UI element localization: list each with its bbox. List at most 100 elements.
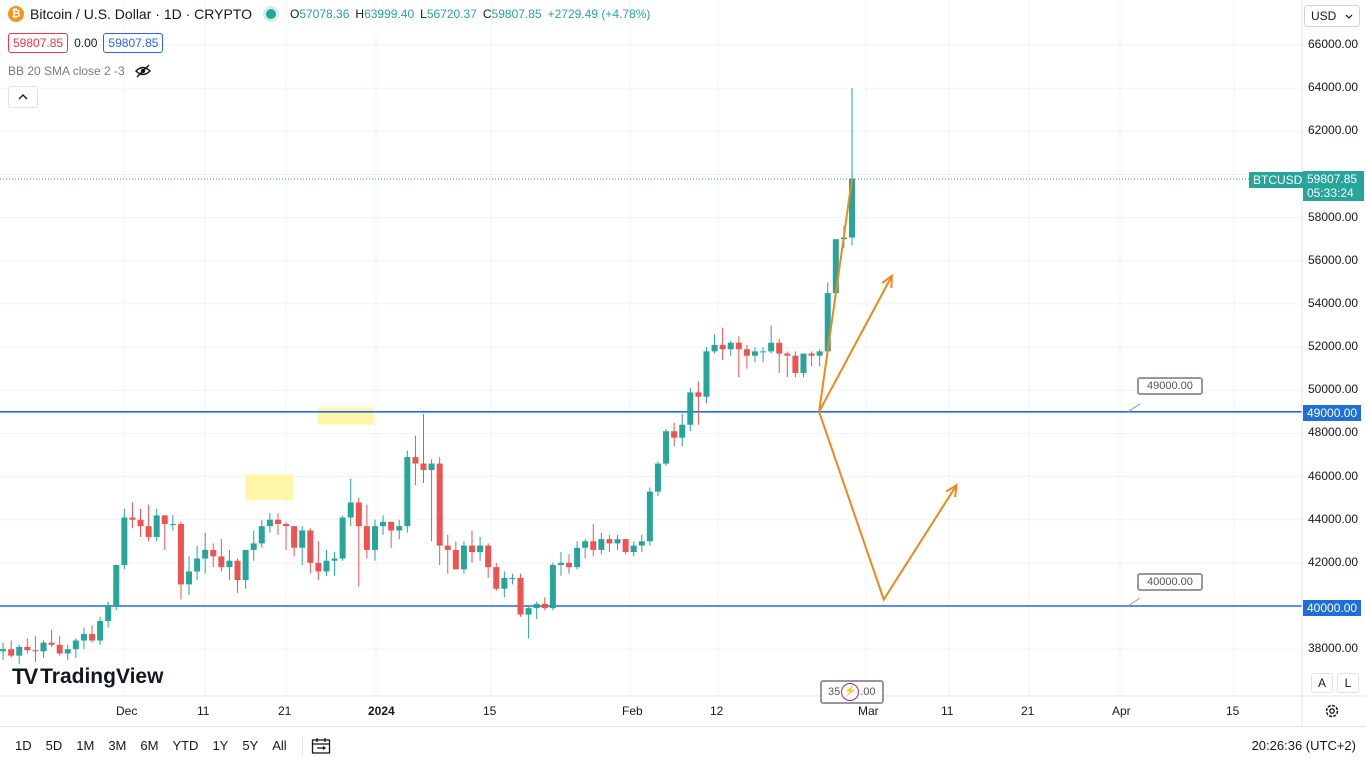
candle-body — [347, 502, 354, 518]
timeframe-5d[interactable]: 5D — [45, 738, 63, 753]
timeframe-ytd[interactable]: YTD — [172, 738, 199, 753]
candle-body — [663, 431, 670, 464]
timeframe-all[interactable]: All — [272, 738, 287, 753]
time-axis-label: 21 — [278, 704, 292, 718]
ohlc-values: O57078.36 H63999.40 L56720.37 C59807.85 … — [289, 7, 651, 21]
candle-body — [485, 545, 492, 568]
candle-body — [202, 549, 209, 559]
projection-lines[interactable] — [818, 178, 958, 602]
symbol-price-tag: BTCUSD — [1249, 172, 1307, 188]
clock-timezone[interactable]: 20:26:36 (UTC+2) — [1251, 738, 1356, 753]
candle-body — [776, 342, 783, 354]
tradingview-logo-text: TradingView — [40, 665, 164, 688]
highlight-zone — [245, 474, 294, 501]
candle-body — [622, 539, 629, 553]
candle-body — [186, 571, 193, 585]
candle-body — [792, 355, 799, 373]
hidden-price-label-head: 35 — [828, 686, 841, 698]
candle-body — [194, 558, 201, 572]
candle-body — [719, 344, 726, 350]
candle-body — [735, 342, 742, 350]
candle-body — [760, 351, 767, 353]
candle-body — [113, 565, 120, 606]
candle-body — [0, 649, 7, 652]
indicator-label[interactable]: BB 20 SMA close 2 -3 — [8, 64, 125, 78]
candle-body — [582, 541, 589, 548]
candle-body — [129, 517, 136, 520]
candle-body — [590, 541, 597, 550]
timeframe-3m[interactable]: 3M — [108, 738, 127, 753]
timeframe-1m[interactable]: 1M — [76, 738, 95, 753]
candle-body — [824, 293, 831, 352]
timeframe-5y[interactable]: 5Y — [242, 738, 259, 753]
candle-body — [161, 515, 168, 525]
calendar-range-icon[interactable] — [311, 737, 331, 755]
market-status-icon[interactable] — [265, 9, 276, 19]
trade-buttons: 59807.85 0.00 59807.85 — [8, 33, 164, 53]
candle-body — [598, 539, 605, 550]
price-axis-label: 38000.00 — [1308, 641, 1359, 656]
toolbar-divider — [301, 735, 303, 756]
candle-body — [380, 521, 387, 527]
currency-select[interactable]: USD — [1304, 5, 1360, 27]
level-49000-tag: 49000.00 — [1303, 405, 1362, 421]
candle-body — [145, 526, 152, 537]
indicator-legend[interactable]: BB 20 SMA close 2 -3 — [8, 64, 151, 78]
candle-body — [177, 524, 184, 585]
candle-body — [396, 526, 403, 531]
time-axis-label: Feb — [622, 704, 643, 718]
callout-pointer — [1127, 597, 1141, 607]
auto-scale-button[interactable]: A — [1311, 673, 1333, 693]
candle-body — [557, 562, 564, 566]
timeframe-6m[interactable]: 6M — [140, 738, 159, 753]
candle-body — [242, 549, 249, 581]
last-price-tag: 59807.85 05:33:24 — [1303, 171, 1364, 201]
projection-arrowhead — [945, 483, 958, 498]
price-axis-label: 62000.00 — [1308, 123, 1359, 138]
eye-off-icon[interactable] — [134, 64, 151, 78]
axis-settings-button[interactable] — [1324, 703, 1340, 724]
candle-body — [48, 642, 55, 645]
candle-body — [477, 545, 484, 553]
candle-body — [355, 502, 362, 527]
timeframe-1y[interactable]: 1Y — [212, 738, 229, 753]
candle-body — [800, 353, 807, 373]
level-40000-callout[interactable]: 40000.00 — [1137, 573, 1203, 591]
log-scale-button[interactable]: L — [1337, 673, 1359, 693]
timeframe-1d[interactable]: 1D — [15, 738, 32, 753]
candle-body — [646, 491, 653, 542]
candle-body — [97, 621, 104, 641]
candle-body — [307, 530, 314, 563]
candle-body — [469, 545, 476, 553]
tradingview-mark-icon: TV — [12, 664, 38, 689]
time-axis-label: 11 — [941, 704, 954, 718]
currency-value: USD — [1311, 9, 1337, 23]
candle-body — [331, 558, 338, 561]
time-axis-label: 21 — [1021, 704, 1035, 718]
change-value: +2729.49 (+4.78%) — [547, 7, 651, 21]
candle-body — [315, 562, 322, 572]
candle-body — [323, 560, 330, 572]
candle-body — [210, 549, 217, 557]
time-axis-label: 12 — [710, 704, 724, 718]
buy-button[interactable]: 59807.85 — [103, 33, 164, 53]
lightning-icon[interactable]: ⚡ — [841, 683, 860, 701]
candle-body — [339, 517, 346, 559]
collapse-legend-button[interactable] — [8, 86, 38, 108]
price-chart[interactable] — [0, 0, 1366, 726]
level-49000-callout[interactable]: 49000.00 — [1137, 377, 1203, 395]
candle-body — [234, 560, 241, 581]
sell-button[interactable]: 59807.85 — [8, 33, 69, 53]
candle-body — [428, 463, 435, 471]
time-axis-label: 2024 — [368, 704, 395, 718]
highlight-zones — [245, 407, 375, 501]
price-axis-label: 50000.00 — [1308, 382, 1359, 397]
candle-body — [80, 634, 87, 641]
candle-body — [420, 463, 427, 471]
horizontal-levels[interactable] — [0, 403, 1302, 607]
hidden-price-label: 35 ⚡ .00 — [820, 680, 884, 704]
candle-body — [509, 577, 516, 579]
chart-grid — [0, 0, 1302, 696]
symbol-title[interactable]: Bitcoin / U.S. Dollar · 1D · CRYPTO — [30, 6, 252, 22]
price-axis-label: 42000.00 — [1308, 554, 1359, 569]
